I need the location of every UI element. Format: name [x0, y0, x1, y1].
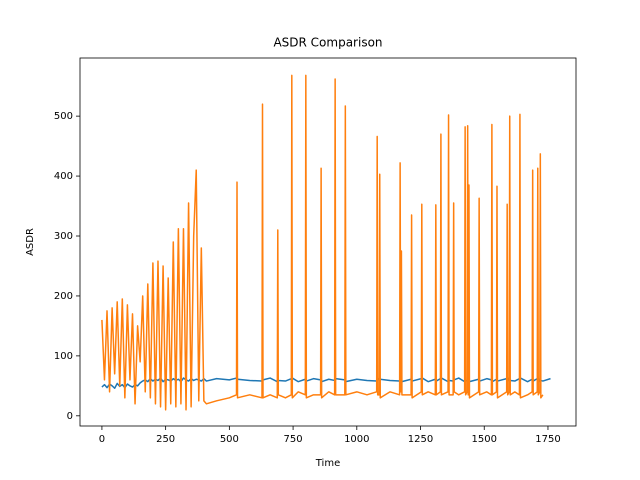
x-tick-label: 1250	[408, 434, 433, 445]
x-tick-label: 250	[156, 434, 175, 445]
x-tick-label: 750	[284, 434, 303, 445]
data-line	[101, 74, 544, 411]
y-tick-label: 100	[54, 351, 73, 362]
chart-title: ASDR Comparison	[273, 36, 382, 50]
x-tick-label: 1500	[472, 434, 497, 445]
y-tick-label: 300	[54, 231, 73, 242]
y-tick-label: 500	[54, 111, 73, 122]
x-axis-label: Time	[315, 458, 340, 469]
y-tick-label: 400	[54, 171, 73, 182]
x-tick-label: 0	[99, 434, 105, 445]
y-axis-label: ASDR	[25, 228, 36, 256]
data-line	[101, 377, 551, 389]
x-tick-label: 500	[220, 434, 239, 445]
y-tick-label: 0	[67, 411, 73, 422]
y-tick-label: 200	[54, 291, 73, 302]
plot-frame	[79, 57, 577, 427]
x-tick-label: 1000	[344, 434, 369, 445]
x-tick-label: 1750	[535, 434, 560, 445]
